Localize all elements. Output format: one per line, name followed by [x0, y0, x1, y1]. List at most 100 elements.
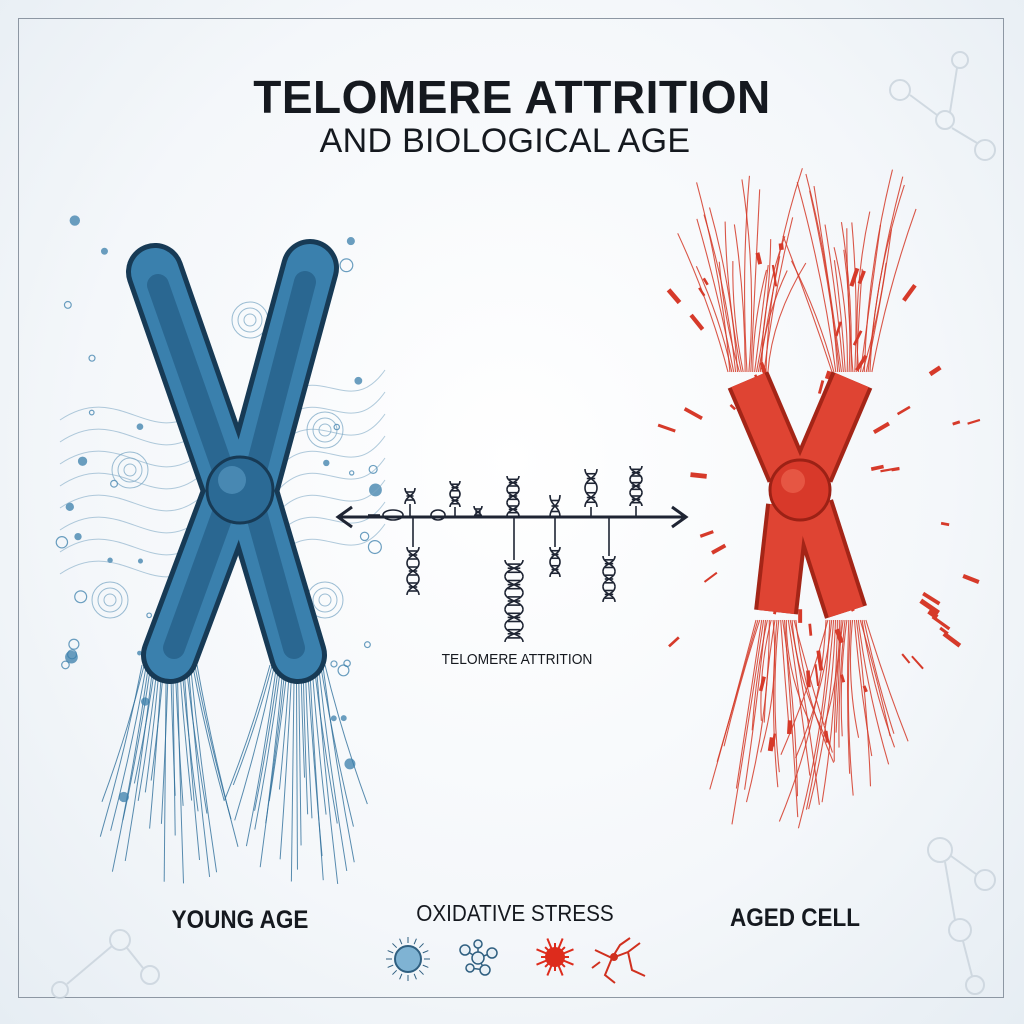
- particle: [110, 479, 119, 488]
- free-radical-icon: [536, 938, 574, 976]
- fragment: [814, 664, 820, 687]
- telomere-fiber: [124, 664, 154, 862]
- swirl-line: [279, 457, 386, 489]
- telomere-fiber: [809, 190, 841, 373]
- fragment: [778, 243, 784, 251]
- particle: [330, 660, 338, 668]
- fragment: [703, 571, 718, 583]
- swirl-line: [59, 428, 201, 446]
- particle: [77, 456, 88, 466]
- telomere-fiber: [265, 664, 286, 824]
- fragment: [699, 530, 714, 538]
- particle: [359, 531, 370, 542]
- telomere-fiber: [744, 175, 751, 373]
- fragment: [931, 615, 951, 631]
- fragment: [902, 283, 917, 302]
- telomere-fiber: [196, 664, 239, 847]
- telomere-fiber: [279, 664, 293, 860]
- particle: [136, 423, 144, 431]
- fragment: [852, 330, 863, 346]
- dna-helix-icon: [406, 546, 420, 596]
- swirl-line: [279, 435, 386, 467]
- telomere-fiber: [708, 207, 739, 373]
- particle: [88, 409, 95, 416]
- fragment: [690, 472, 707, 479]
- molecule-icon: [459, 939, 498, 976]
- telomere-fiber: [846, 228, 854, 373]
- ray: [387, 964, 394, 968]
- particle: [137, 650, 142, 656]
- dna-helix-icon: [473, 505, 483, 519]
- telomere-fiber: [859, 224, 882, 373]
- particle: [67, 649, 78, 660]
- telomere-fiber: [795, 619, 833, 759]
- telomere-fiber: [782, 235, 833, 373]
- fragment: [689, 313, 705, 331]
- telomere-fiber: [856, 211, 871, 373]
- telomere-fiber: [847, 619, 854, 796]
- telomere-fiber: [813, 185, 843, 373]
- fragment: [711, 543, 727, 555]
- fragment: [939, 626, 949, 635]
- telomere-fiber: [833, 260, 846, 373]
- telomere-fiber: [796, 181, 837, 373]
- telomere-fiber: [824, 224, 844, 373]
- telomere-fiber: [163, 664, 167, 882]
- telomere-fiber: [185, 664, 208, 814]
- swirl-line: [59, 516, 201, 534]
- fragment: [771, 264, 778, 287]
- fragment: [787, 720, 793, 735]
- telomere-fiber: [320, 664, 354, 827]
- fragment: [940, 521, 950, 527]
- telomere-fiber: [99, 664, 143, 837]
- fragment: [668, 636, 680, 648]
- telomere-fiber: [853, 619, 873, 757]
- telomere-fiber: [861, 619, 896, 748]
- telomere-fiber: [149, 664, 163, 829]
- fragment: [855, 354, 868, 372]
- fragment: [872, 421, 890, 434]
- particle: [368, 464, 378, 474]
- telomere-fiber: [311, 664, 327, 815]
- fragment: [755, 252, 763, 265]
- particle: [100, 247, 108, 255]
- particle: [323, 459, 330, 467]
- telomere-fiber: [234, 664, 275, 821]
- fragment: [862, 685, 868, 693]
- particle: [344, 758, 356, 770]
- fragment: [928, 365, 942, 377]
- particle: [88, 354, 96, 362]
- arrow-left-icon: [335, 505, 353, 529]
- telomere-fiber: [851, 222, 857, 373]
- telomere-fiber: [751, 619, 768, 731]
- page-title: TELOMERE ATTRITION: [253, 71, 771, 123]
- ray: [418, 943, 424, 949]
- telomere-fiber: [703, 214, 737, 373]
- telomere-fiber: [821, 619, 838, 803]
- telomere-fiber: [765, 168, 803, 373]
- telomere-fiber: [718, 261, 740, 373]
- telomere-fiber: [791, 619, 831, 746]
- telomere-fiber: [741, 179, 753, 373]
- telomere-fiber: [865, 619, 909, 742]
- telomere-fiber: [176, 664, 185, 884]
- ray: [422, 950, 429, 954]
- telomere-fiber: [855, 619, 872, 787]
- fragment: [901, 653, 911, 664]
- particle: [118, 791, 129, 803]
- fragment: [698, 287, 706, 297]
- aged-chromosome: [727, 371, 873, 619]
- particle: [74, 590, 88, 604]
- telomere-fiber: [833, 247, 848, 373]
- swirl: [103, 593, 117, 607]
- timeline-label: TELOMERE ATTRITION: [441, 651, 593, 668]
- telomere-fiber: [696, 182, 731, 373]
- swirl: [97, 587, 123, 613]
- fragment: [683, 407, 703, 420]
- swirl-line: [59, 472, 201, 490]
- telomere-fiber: [677, 233, 729, 373]
- fragment: [840, 674, 846, 683]
- dna-helix-icon: [504, 559, 524, 643]
- ray: [422, 964, 429, 968]
